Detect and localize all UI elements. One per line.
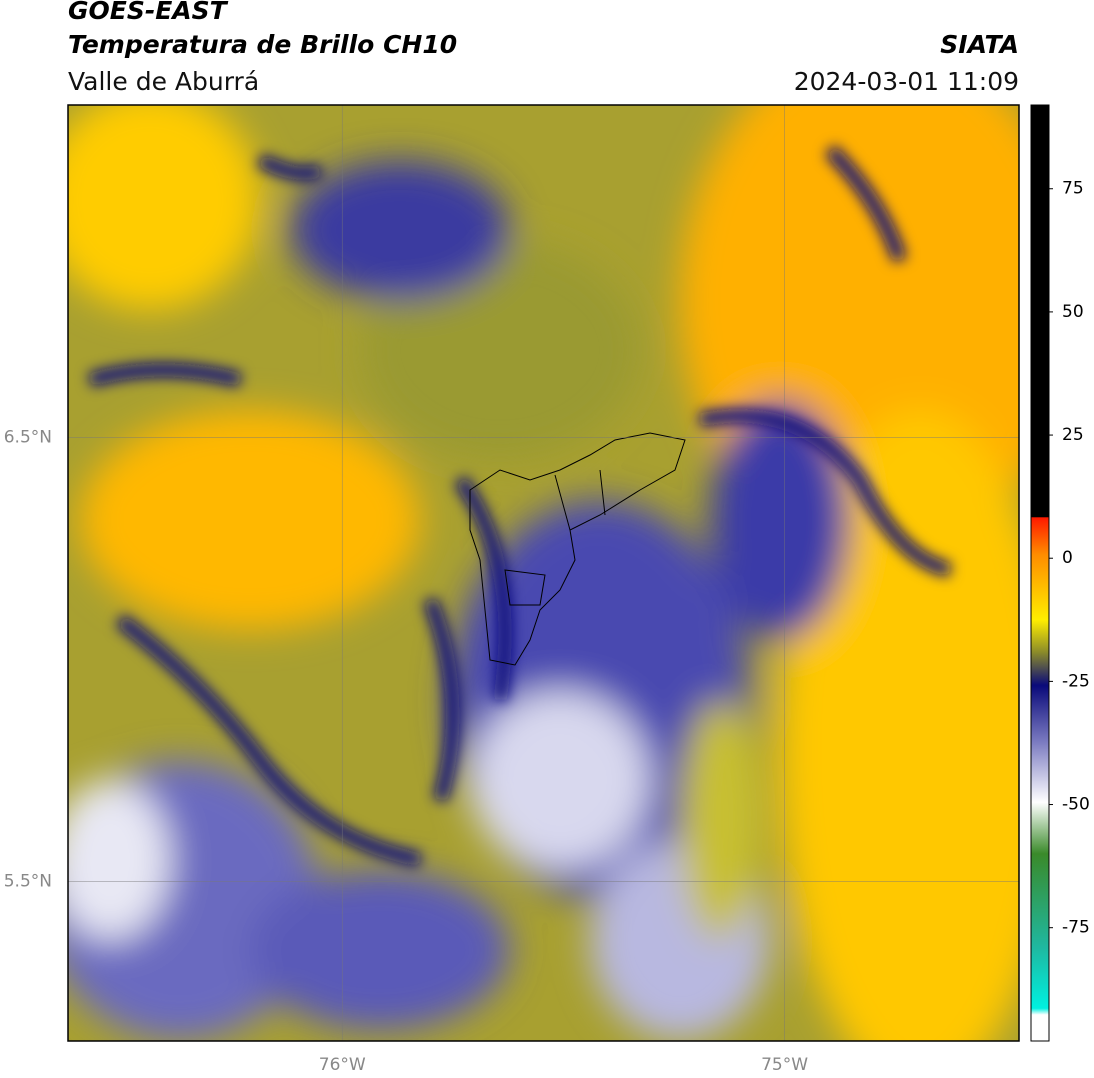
region: Valle de Aburrá <box>68 67 259 96</box>
colorbar-tick-label: 75 <box>1062 179 1084 199</box>
region-outline <box>469 432 686 666</box>
colorbar-tick-label: 0 <box>1062 548 1073 568</box>
map-frame <box>67 104 1020 1042</box>
colorbar-tick-label: 25 <box>1062 425 1084 445</box>
satellite-image <box>68 105 1019 1041</box>
colorbar-tick-label: -50 <box>1062 795 1090 815</box>
source: SIATA <box>940 30 1019 59</box>
title: GOES-EAST <box>68 0 229 25</box>
y-tick-label: 5.5°N <box>4 871 52 891</box>
colorbar-tick-label: -25 <box>1062 671 1090 691</box>
x-tick-label: 75°W <box>761 1055 808 1075</box>
colorbar <box>1030 104 1050 1042</box>
colorbar-tick-label: -75 <box>1062 918 1090 938</box>
y-tick-label: 6.5°N <box>4 428 52 448</box>
subtitle: Temperatura de Brillo CH10 <box>68 30 457 59</box>
colorbar-tick-label: 50 <box>1062 302 1084 322</box>
x-tick-label: 76°W <box>319 1055 366 1075</box>
datetime: 2024-03-01 11:09 <box>794 67 1019 96</box>
graticule <box>68 105 1019 1041</box>
